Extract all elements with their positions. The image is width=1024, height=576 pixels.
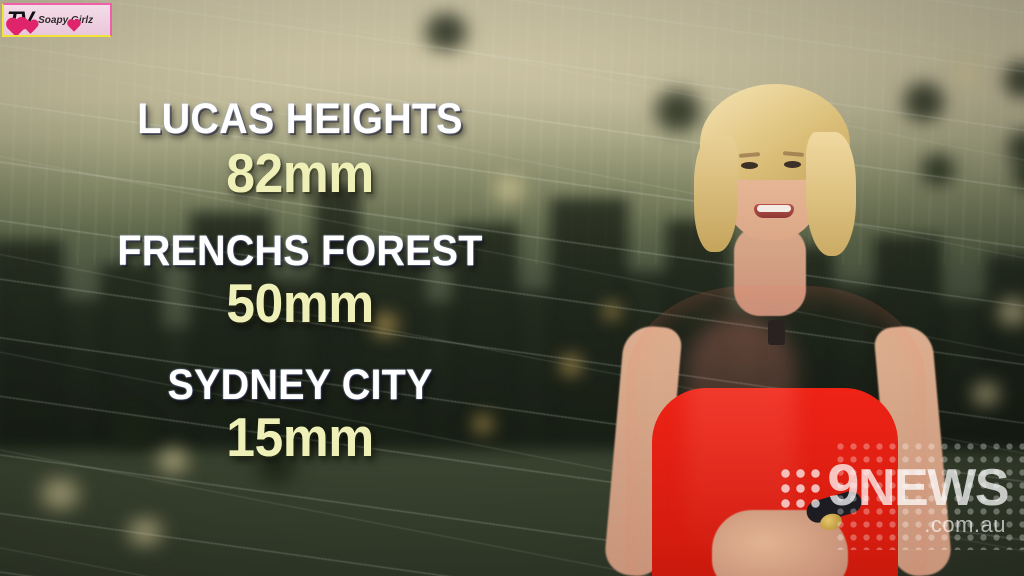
- presenter-teeth: [757, 205, 791, 212]
- presenter-hair-left: [694, 136, 738, 252]
- rainfall-entry: FRENCHS FOREST 50mm: [0, 228, 600, 332]
- rainfall-location-name: LUCAS HEIGHTS: [137, 95, 463, 143]
- presenter-eye-left: [741, 162, 758, 169]
- weather-presenter: [603, 58, 953, 576]
- rainfall-amount-value: 15mm: [226, 406, 374, 468]
- heart-icon: [68, 20, 80, 32]
- rainfall-readout: LUCAS HEIGHTS 82mm FRENCHS FOREST 50mm S…: [0, 96, 600, 478]
- presenter-eye-right: [784, 161, 801, 168]
- rainfall-amount-value: 82mm: [226, 142, 374, 204]
- rainfall-amount-value: 50mm: [226, 272, 374, 334]
- rainfall-entry: LUCAS HEIGHTS 82mm: [0, 96, 600, 202]
- rainfall-location-name: SYDNEY CITY: [167, 361, 433, 409]
- presenter-neck: [734, 226, 806, 316]
- lapel-microphone-icon: [768, 320, 785, 345]
- site-logo-name: Soapy Girlz: [38, 14, 94, 26]
- rainfall-location-name: FRENCHS FOREST: [117, 227, 483, 275]
- rainfall-entry: SYDNEY CITY 15mm: [0, 362, 600, 466]
- site-watermark-logo: TV Soapy Girlz: [2, 3, 112, 37]
- presenter-hair-right: [806, 132, 856, 256]
